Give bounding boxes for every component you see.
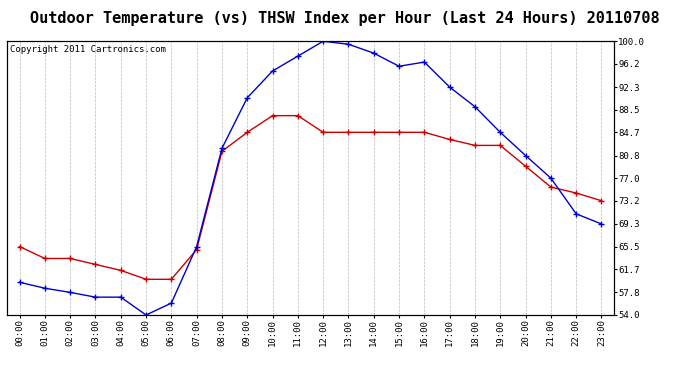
Text: Outdoor Temperature (vs) THSW Index per Hour (Last 24 Hours) 20110708: Outdoor Temperature (vs) THSW Index per …: [30, 11, 660, 26]
Text: Copyright 2011 Cartronics.com: Copyright 2011 Cartronics.com: [10, 45, 166, 54]
